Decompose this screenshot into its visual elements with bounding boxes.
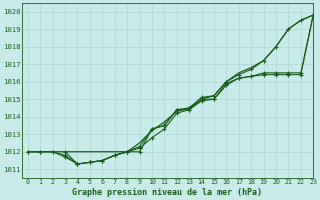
- X-axis label: Graphe pression niveau de la mer (hPa): Graphe pression niveau de la mer (hPa): [72, 188, 262, 197]
